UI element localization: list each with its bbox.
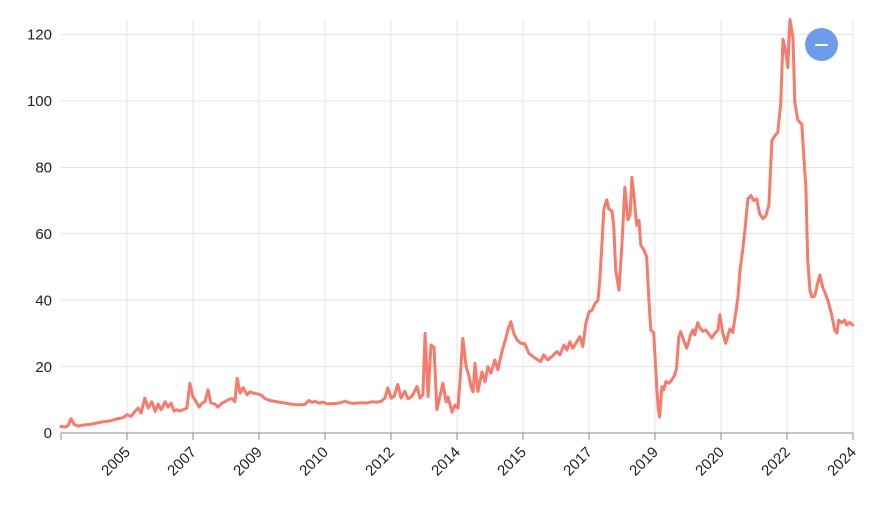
x-tick-label: 2024	[824, 444, 860, 480]
x-tick-label: 2014	[428, 444, 464, 480]
y-tick-label: 40	[35, 292, 52, 309]
x-tick-label: 2017	[560, 444, 596, 480]
y-tick-label: 120	[27, 27, 52, 44]
x-tick-label: 2020	[692, 444, 728, 480]
y-tick-label: 60	[35, 226, 52, 243]
y-tick-label: 0	[44, 425, 52, 442]
minus-icon	[815, 43, 828, 46]
x-tick-label: 2022	[758, 444, 794, 480]
x-tick-label: 2015	[494, 444, 530, 480]
x-tick-label: 2005	[98, 444, 134, 480]
trend-line	[59, 18, 855, 429]
x-axis	[60, 432, 854, 440]
collapse-chart-button[interactable]	[805, 28, 838, 61]
x-tick-label: 2010	[296, 444, 332, 480]
x-tick-label: 2019	[626, 444, 662, 480]
y-tick-label: 80	[35, 159, 52, 176]
x-tick-label: 2012	[362, 444, 398, 480]
x-axis-labels: 2005 2007 2009 2010 2012 2014 2015 2017 2019 2020…	[98, 444, 860, 480]
gridlines	[61, 20, 854, 433]
y-tick-label: 20	[35, 359, 52, 376]
x-tick-label: 2007	[164, 444, 200, 480]
y-tick-label: 100	[27, 93, 52, 110]
x-tick-label: 2009	[230, 444, 266, 480]
y-axis-labels: 0 20 40 60 80 100 120	[27, 27, 52, 443]
